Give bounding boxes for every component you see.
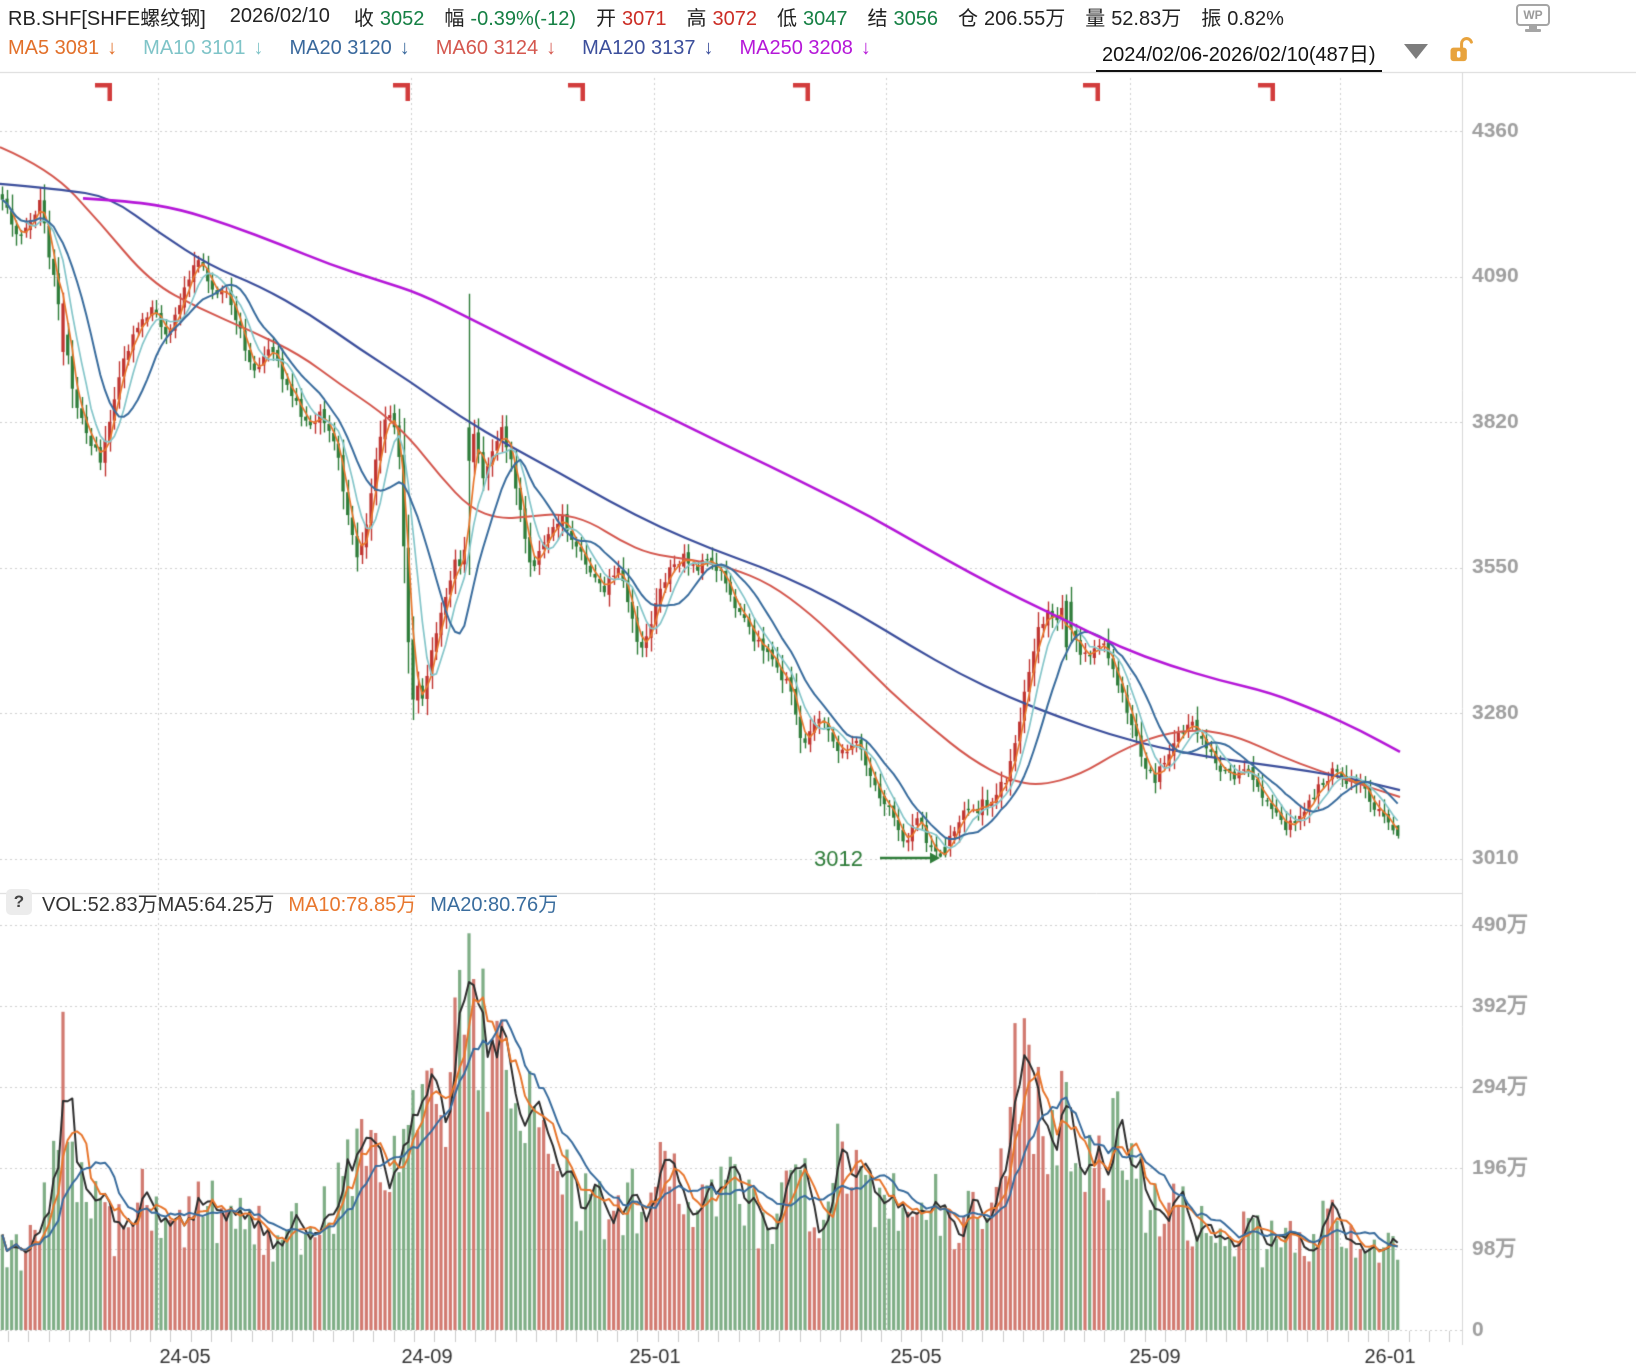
quote-field-收: 收 3052 [353,7,425,30]
date-range-text: 2024/02/06-2026/02/10(487日) [1102,44,1376,66]
quote-field-开: 开 3071 [596,7,667,30]
ma-legend-ma20: MA20 3120 ↓ [289,36,410,59]
volume-ma20-value: MA20:80.76万 [430,893,559,916]
chevron-down-icon[interactable] [1404,44,1428,59]
quote-field-仓: 仓 206.55万 [958,7,1066,30]
instrument-symbol: RB.SHF[SHFE螺纹钢] [8,7,206,30]
ma-legend: MA5 3081 ↓ MA10 3101 ↓ MA20 3120 ↓ MA60 3124 ↓ M… [8,36,897,60]
quote-field-低: 低 3047 [777,7,848,30]
quote-date: 2026/02/10 [229,4,330,27]
quote-field-结: 结 3056 [867,7,939,30]
quote-field-振: 振 0.82% [1201,7,1284,30]
ma-legend-ma60: MA60 3124 ↓ [435,36,557,59]
quote-field-量: 量 52.83万 [1085,7,1182,30]
quote-fields: 收 3052 幅 -0.39%(-12) 开 3071 高 3072 低 3047 结 3056 仓 20… [354,2,1304,31]
volume-ma10-value: MA10:78.85万 [288,893,417,916]
wp-label: WP [1516,4,1550,26]
ma-legend-ma5: MA5 3081 ↓ [8,36,118,59]
volume-value: VOL:52.83万 [42,893,158,916]
unlock-icon[interactable] [1448,36,1474,64]
help-button[interactable]: ? [6,889,32,915]
quote-header: RB.SHF[SHFE螺纹钢] 2026/02/10 收 3052 幅 -0.39%(… [8,2,1304,31]
wp-watermark-icon: WP [1516,4,1550,34]
date-range-control[interactable]: 2024/02/06-2026/02/10(487日) [1096,38,1382,72]
ma-legend-ma10: MA10 3101 ↓ [143,36,264,59]
volume-legend: ? VOL:52.83万 MA5:64.25万 MA10:78.85万 MA20… [6,888,558,916]
volume-ma5-value: MA5:64.25万 [157,893,275,916]
quote-field-幅: 幅 -0.39%(-12) [444,7,577,30]
quote-field-高: 高 3072 [686,7,758,30]
ma-legend-ma120: MA120 3137 ↓ [582,36,714,59]
ma-legend-ma250: MA250 3208 ↓ [739,36,871,59]
